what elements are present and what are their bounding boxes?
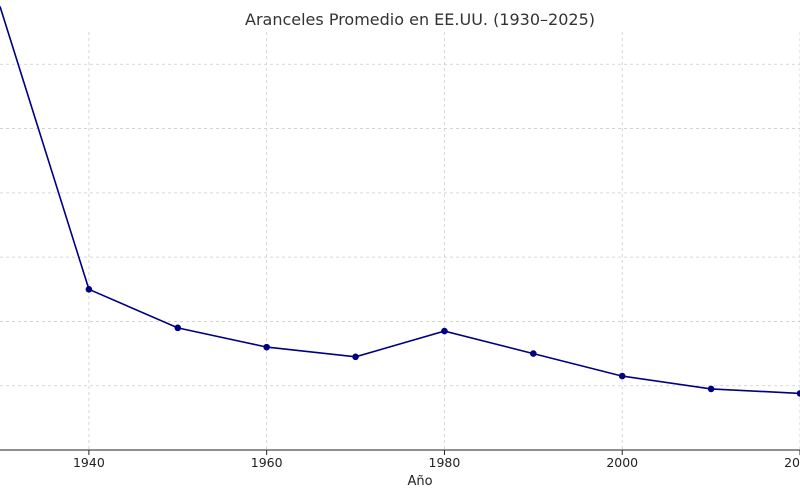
- x-tick-label: 2000: [606, 455, 638, 470]
- x-tick-label: 1980: [429, 455, 461, 470]
- data-point: [707, 385, 715, 393]
- data-points: [85, 285, 800, 397]
- data-point: [352, 353, 359, 361]
- data-point: [174, 324, 182, 332]
- data-point: [263, 343, 270, 351]
- chart-title: Aranceles Promedio en EE.UU. (1930–2025): [245, 10, 595, 29]
- x-axis-label: Año: [407, 474, 432, 489]
- x-tick-label: 1940: [73, 455, 105, 470]
- grid-lines: [0, 32, 800, 450]
- data-point: [85, 285, 93, 293]
- data-point: [441, 327, 448, 335]
- data-point: [530, 350, 537, 357]
- series-line: [0, 6, 800, 395]
- x-tick-label: 2020: [784, 455, 800, 470]
- data-point: [618, 372, 626, 380]
- x-tick-label: 1960: [251, 455, 283, 470]
- x-axis-ticks: 1940 1960 1980 2000 2020: [73, 450, 800, 470]
- data-point: [796, 390, 800, 397]
